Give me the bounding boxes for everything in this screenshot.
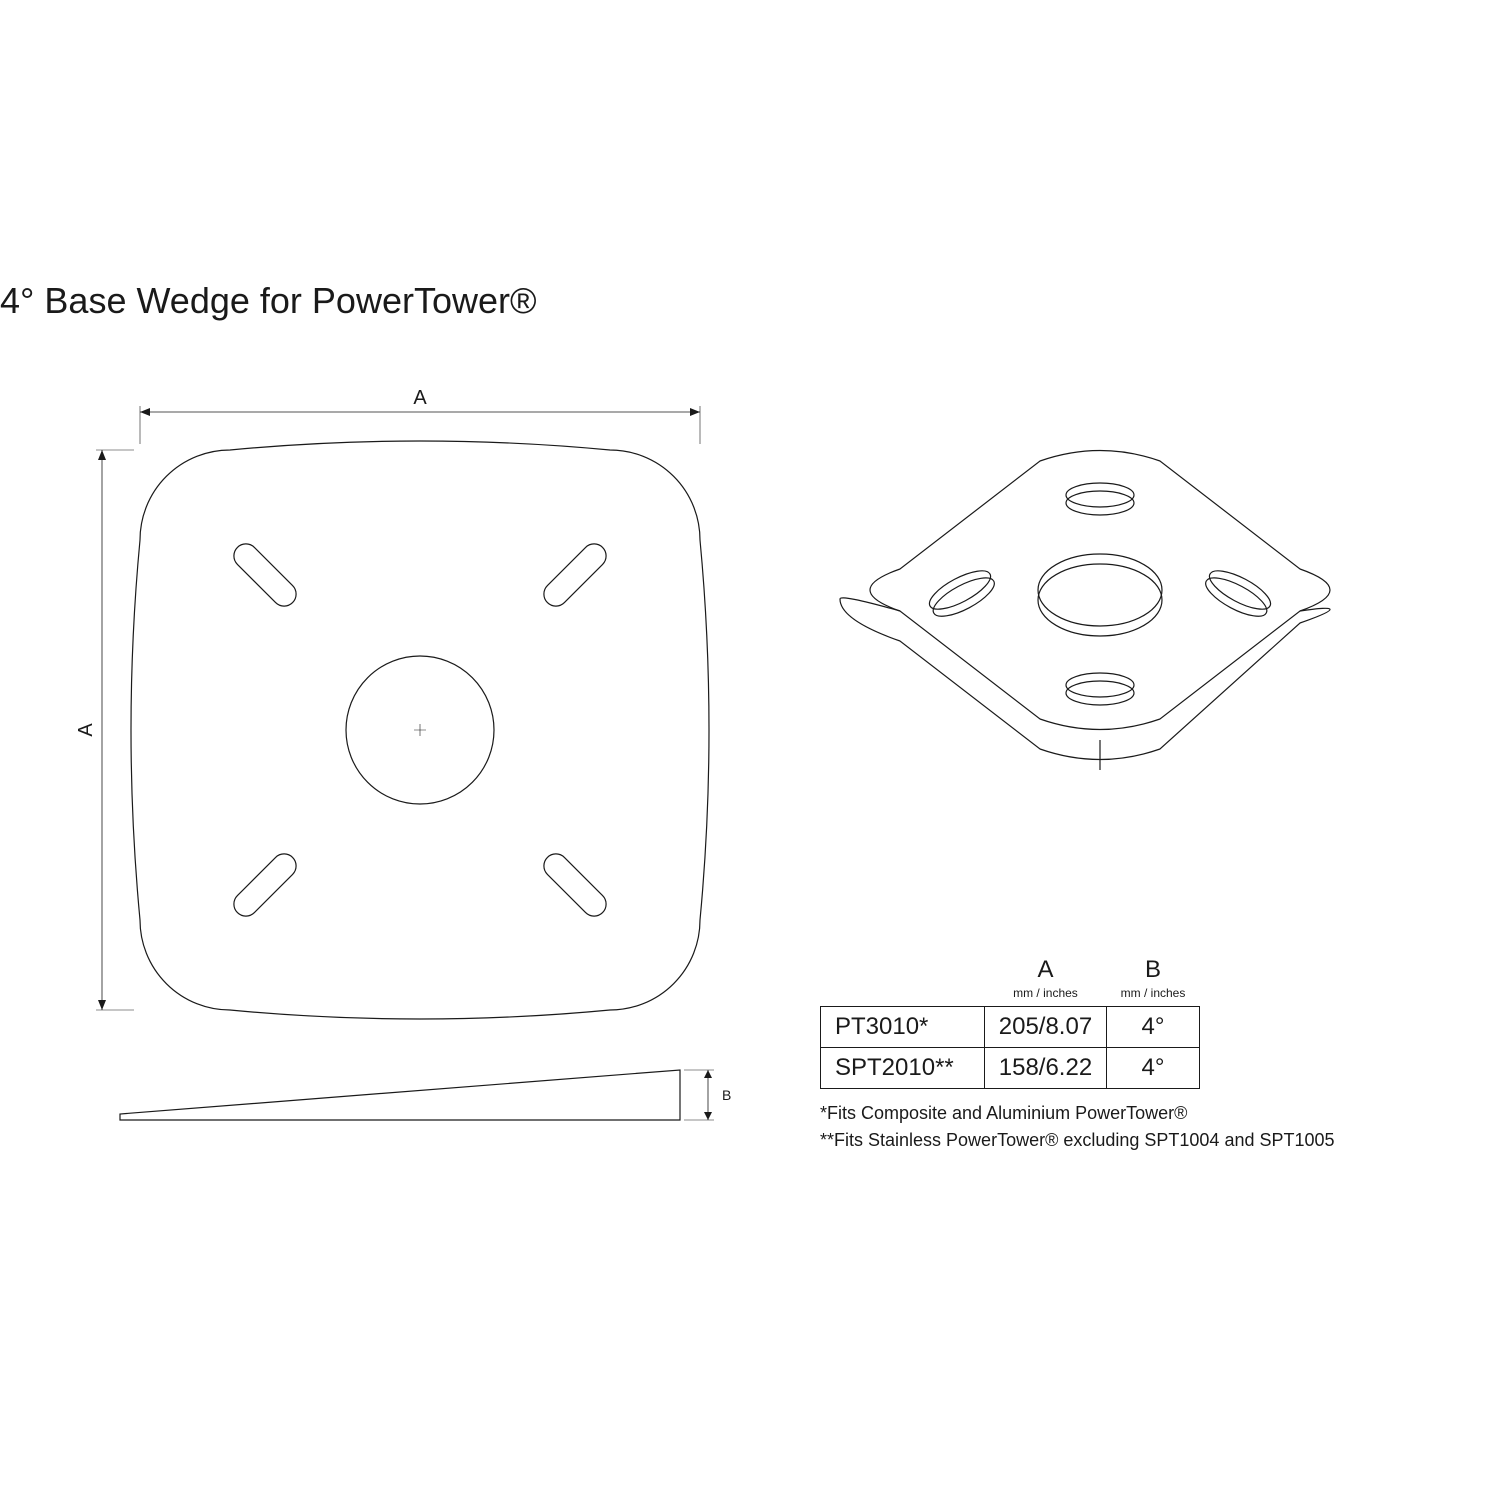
dim-B: 4°	[1107, 1048, 1200, 1089]
footnotes: *Fits Composite and Aluminium PowerTower…	[820, 1100, 1335, 1154]
col-B-label: B	[1107, 950, 1200, 986]
svg-text:A: A	[413, 387, 427, 409]
col-B-units: mm / inches	[1107, 986, 1200, 1007]
footnote: **Fits Stainless PowerTower® excluding S…	[820, 1127, 1335, 1154]
table-row: SPT2010** 158/6.22 4°	[821, 1048, 1200, 1089]
table-row: PT3010* 205/8.07 4°	[821, 1007, 1200, 1048]
svg-text:B: B	[722, 1087, 731, 1103]
drawing-title: 4° Base Wedge for PowerTower®	[0, 280, 537, 322]
part-number: SPT2010**	[821, 1048, 985, 1089]
dimension-table: A B mm / inches mm / inches PT3010* 205/…	[820, 950, 1200, 1089]
side-view-drawing: B	[60, 1030, 780, 1170]
col-A-units: mm / inches	[984, 986, 1106, 1007]
part-number: PT3010*	[821, 1007, 985, 1048]
isometric-view-drawing	[790, 400, 1410, 820]
svg-text:A: A	[75, 723, 97, 737]
col-A-label: A	[984, 950, 1106, 986]
dim-A: 205/8.07	[984, 1007, 1106, 1048]
dim-A: 158/6.22	[984, 1048, 1106, 1089]
footnote: *Fits Composite and Aluminium PowerTower…	[820, 1100, 1335, 1127]
dim-B: 4°	[1107, 1007, 1200, 1048]
top-view-drawing: AA	[60, 370, 780, 1090]
